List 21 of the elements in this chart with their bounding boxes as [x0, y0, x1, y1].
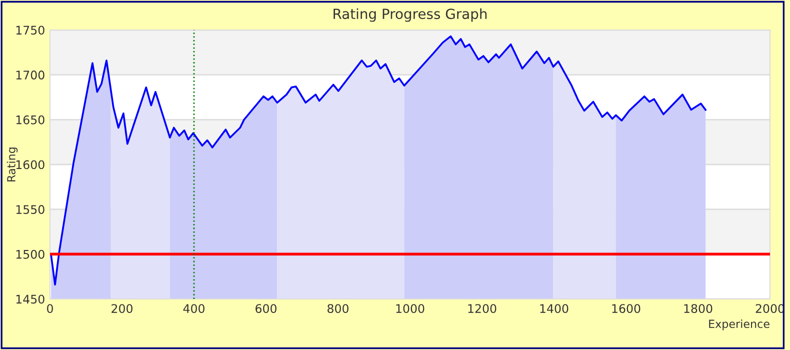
x-tick-label: 1800 [684, 304, 712, 313]
x-tick-label: 1600 [612, 304, 640, 313]
y-tick-label: 1650 [16, 115, 44, 124]
chart-title: Rating Progress Graph [334, 8, 487, 22]
x-tick-label: 800 [328, 304, 348, 313]
y-tick-label: 1500 [16, 250, 44, 259]
x-tick-label: 1000 [396, 304, 424, 313]
y-tick-label: 1600 [16, 160, 44, 170]
y-tick-label: 1700 [16, 70, 44, 80]
x-tick-label: 0 [47, 304, 53, 313]
x-tick-label: 1400 [540, 304, 568, 313]
y-axis-title: Rating [6, 148, 18, 182]
x-axis-title: Experience [709, 319, 770, 330]
x-tick-label: 400 [183, 304, 204, 313]
x-tick-label: 600 [256, 304, 276, 313]
y-tick-label: 1450 [16, 294, 44, 304]
line-series [50, 35, 706, 286]
x-tick-label: 200 [112, 304, 132, 313]
y-tick-label: 1750 [16, 26, 44, 35]
x-tick-label: 1200 [468, 304, 496, 313]
y-tick-label: 1550 [16, 205, 44, 214]
